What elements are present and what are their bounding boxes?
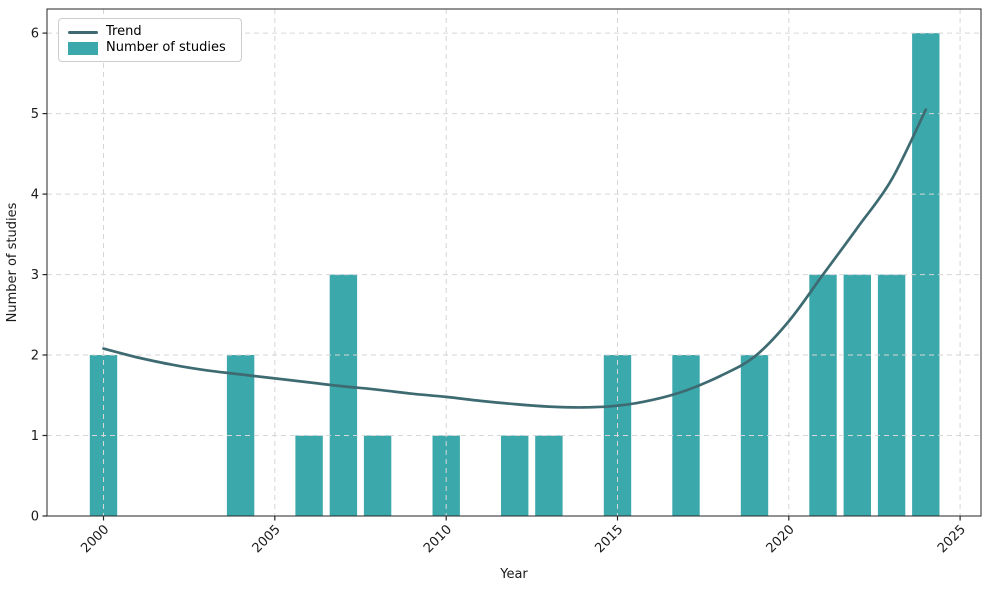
y-tick-label-6: 6 — [31, 27, 39, 42]
studies-bar-swatch — [68, 41, 98, 55]
legend-label-studies: Number of studies — [106, 40, 226, 55]
bar-2022 — [843, 274, 871, 516]
y-tick-label-2: 2 — [31, 349, 39, 364]
x-tick-label-2010: 2010 — [421, 522, 455, 556]
legend: Trend Number of studies — [58, 18, 242, 62]
trend-line-swatch — [68, 30, 98, 34]
y-tick-label-1: 1 — [31, 429, 39, 444]
bar-2013 — [535, 435, 563, 516]
bar-2006 — [295, 435, 323, 516]
x-tick-label-2020: 2020 — [764, 522, 798, 556]
legend-entry-trend: Trend — [68, 24, 233, 40]
y-tick-label-3: 3 — [31, 268, 39, 283]
plot-frame — [46, 8, 982, 517]
y-tick-label-5: 5 — [31, 107, 39, 122]
y-tick-label-4: 4 — [31, 188, 39, 203]
y-tick-label-0: 0 — [31, 510, 39, 525]
bar-2008 — [363, 435, 392, 516]
legend-label-trend: Trend — [106, 24, 142, 39]
x-tick-label-2015: 2015 — [592, 522, 626, 556]
bar-2021 — [809, 274, 837, 516]
x-tick-label-2000: 2000 — [78, 522, 112, 556]
bar-2024 — [912, 33, 940, 516]
bar-2010 — [432, 435, 460, 516]
bar-2019 — [740, 355, 769, 516]
bar-2023 — [877, 274, 906, 516]
y-axis-label: Number of studies — [5, 202, 20, 322]
x-tick-label-2005: 2005 — [250, 522, 284, 556]
bar-2012 — [501, 435, 529, 516]
bar-2007 — [329, 274, 358, 516]
x-axis-label: Year — [499, 567, 528, 582]
x-tick-label-2025: 2025 — [935, 522, 969, 556]
legend-entry-studies: Number of studies — [68, 40, 233, 56]
trend-line — [102, 108, 928, 409]
